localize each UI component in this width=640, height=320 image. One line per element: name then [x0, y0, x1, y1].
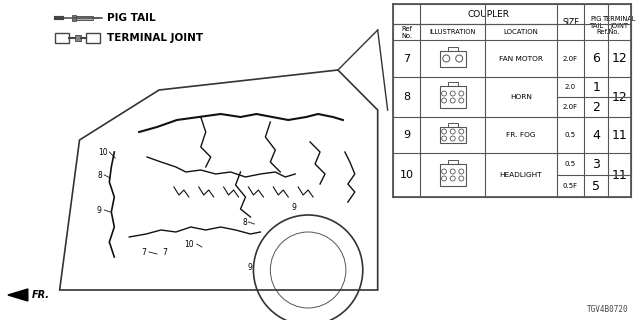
Text: Ref.No.: Ref.No. [596, 29, 620, 35]
Text: ILLUSTRATION: ILLUSTRATION [429, 29, 476, 35]
Text: 10: 10 [399, 170, 413, 180]
Text: 8: 8 [97, 171, 102, 180]
Text: 2: 2 [593, 100, 600, 114]
Text: 7: 7 [141, 247, 147, 257]
Bar [448, 46, 458, 51]
Text: 11: 11 [612, 129, 628, 141]
Bar [72, 15, 76, 21]
Bar [74, 35, 81, 41]
Bar [440, 127, 466, 143]
Text: 12: 12 [612, 52, 628, 65]
Text: 9: 9 [97, 205, 102, 214]
Text: 10: 10 [184, 239, 194, 249]
Text: HORN: HORN [510, 94, 532, 100]
Text: 6: 6 [593, 52, 600, 65]
Text: FAN MOTOR: FAN MOTOR [499, 55, 543, 61]
Bar [76, 16, 93, 20]
Text: SIZE: SIZE [562, 18, 579, 27]
Text: 10: 10 [99, 148, 108, 156]
Text: PIG
TAIL: PIG TAIL [589, 15, 604, 28]
Text: 0.5: 0.5 [565, 161, 576, 167]
Text: 0.5: 0.5 [565, 132, 576, 138]
Text: 2.0F: 2.0F [563, 104, 578, 110]
Text: HEADLIGHT: HEADLIGHT [499, 172, 542, 178]
Text: 5: 5 [593, 180, 600, 193]
Bar [440, 86, 466, 108]
Text: FR.: FR. [32, 290, 50, 300]
Text: FR. FOG: FR. FOG [506, 132, 536, 138]
Bar [54, 33, 68, 43]
Text: 9: 9 [292, 203, 296, 212]
Bar [448, 82, 458, 86]
Bar [440, 164, 466, 186]
Text: 7: 7 [403, 53, 410, 63]
Text: LOCATION: LOCATION [504, 29, 538, 35]
Text: 8: 8 [242, 218, 247, 227]
Text: Ref
No.: Ref No. [401, 26, 412, 38]
Text: TERMINAL JOINT: TERMINAL JOINT [108, 33, 204, 43]
Text: 0.5F: 0.5F [563, 183, 578, 189]
Bar [448, 123, 458, 127]
Text: 3: 3 [593, 157, 600, 171]
Text: 9: 9 [403, 130, 410, 140]
Text: 8: 8 [403, 92, 410, 102]
Text: TGV4B0720: TGV4B0720 [586, 305, 628, 314]
Text: 2.0F: 2.0F [563, 55, 578, 61]
Text: 7: 7 [163, 247, 168, 257]
Polygon shape [8, 289, 28, 301]
Bar [86, 33, 100, 43]
Text: COUPLER: COUPLER [467, 10, 509, 19]
Text: 12: 12 [612, 91, 628, 103]
Text: 4: 4 [593, 129, 600, 141]
Text: PIG TAIL: PIG TAIL [108, 13, 156, 23]
Text: 9: 9 [247, 262, 252, 271]
Text: 11: 11 [612, 169, 628, 181]
Bar [440, 51, 466, 67]
Bar [448, 160, 458, 164]
Text: TERMINAL
JOINT: TERMINAL JOINT [603, 15, 636, 28]
Text: 2.0: 2.0 [565, 84, 576, 90]
Text: 1: 1 [593, 81, 600, 93]
